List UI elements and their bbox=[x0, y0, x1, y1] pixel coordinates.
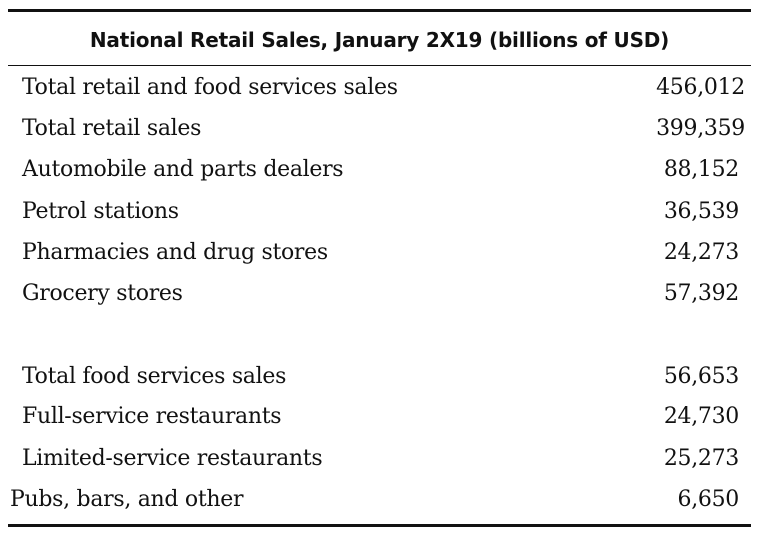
row-label: Limited-service restaurants bbox=[22, 446, 323, 471]
row-label: Full-service restaurants bbox=[22, 404, 282, 429]
row-label: Total retail and food services sales bbox=[22, 75, 398, 100]
retail-sales-table: National Retail Sales, January 2X19 (bil… bbox=[8, 9, 751, 529]
row-value: 399,359 bbox=[656, 116, 745, 141]
row-value: 88,152 bbox=[663, 157, 739, 182]
row-value: 25,273 bbox=[663, 446, 739, 471]
row-value: 24,730 bbox=[663, 404, 739, 429]
row-value: 36,539 bbox=[663, 199, 739, 224]
table-row: Limited-service restaurants 25,273 bbox=[8, 443, 751, 475]
row-value: 6,650 bbox=[677, 487, 740, 512]
row-label: Pubs, bars, and other bbox=[10, 487, 244, 512]
table-row: Pharmacies and drug stores 24,273 bbox=[8, 237, 751, 269]
table-row: Petrol stations 36,539 bbox=[8, 196, 751, 228]
header-divider-rule bbox=[8, 65, 751, 66]
table-row: Pubs, bars, and other 6,650 bbox=[8, 484, 751, 516]
row-value: 24,273 bbox=[663, 240, 739, 265]
table-row: Grocery stores 57,392 bbox=[8, 278, 751, 310]
table-row: Total food services sales 56,653 bbox=[8, 361, 751, 393]
row-label: Total food services sales bbox=[22, 364, 287, 389]
row-label: Automobile and parts dealers bbox=[22, 157, 344, 182]
table-row: Automobile and parts dealers 88,152 bbox=[8, 154, 751, 186]
table-row: Full-service restaurants 24,730 bbox=[8, 401, 751, 433]
row-value: 57,392 bbox=[663, 281, 739, 306]
row-label: Grocery stores bbox=[22, 281, 183, 306]
row-label: Total retail sales bbox=[22, 116, 202, 141]
row-label: Pharmacies and drug stores bbox=[22, 240, 328, 265]
row-label: Petrol stations bbox=[22, 199, 179, 224]
table-title: National Retail Sales, January 2X19 (bil… bbox=[89, 28, 670, 52]
table-row: Total retail and food services sales 456… bbox=[8, 72, 751, 104]
table-row: Total retail sales 399,359 bbox=[8, 113, 751, 145]
row-value: 456,012 bbox=[656, 75, 745, 100]
row-value: 56,653 bbox=[663, 364, 739, 389]
table-bottom-rule bbox=[8, 524, 751, 527]
table-top-rule bbox=[8, 9, 751, 12]
